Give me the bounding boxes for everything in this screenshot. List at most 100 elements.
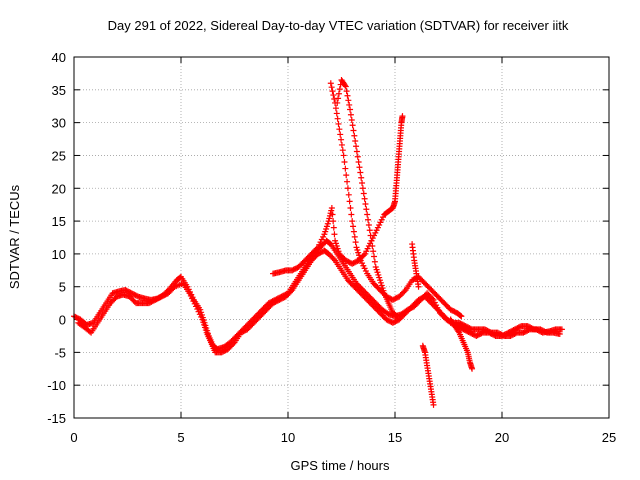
data-point [558, 326, 565, 333]
data-point [189, 295, 196, 302]
y-tick-label: -5 [54, 345, 66, 360]
data-point [343, 172, 350, 179]
data-point [362, 267, 369, 274]
data-point [326, 215, 333, 222]
x-tick-label: 10 [281, 430, 295, 445]
data-point [339, 147, 346, 154]
data-point [353, 143, 360, 150]
data-point [371, 253, 378, 260]
data-point [194, 306, 201, 313]
data-point [377, 277, 384, 284]
data-point [332, 237, 339, 244]
axis-ticks: 0 5 10 15 20 25 -15 -10 -5 0 5 10 15 20 25 30 35 40 [47, 50, 616, 445]
data-point [356, 164, 363, 171]
data-point [362, 201, 369, 208]
data-point [328, 84, 335, 91]
data-point [335, 248, 342, 255]
y-tick-label: 25 [52, 148, 66, 163]
data-point [360, 262, 367, 269]
data-point [356, 254, 363, 261]
data-point [361, 265, 368, 272]
data-point [190, 298, 197, 305]
data-point [199, 316, 206, 323]
data-point [380, 214, 387, 221]
data-point [362, 250, 369, 257]
data-point [324, 220, 331, 227]
data-point [323, 225, 330, 232]
data-point [343, 88, 350, 95]
data-points [71, 76, 565, 408]
data-point [317, 239, 324, 246]
series-dip [419, 342, 437, 408]
data-point [337, 131, 344, 138]
data-point [354, 246, 361, 253]
data-point [347, 204, 354, 211]
data-point [352, 239, 359, 246]
data-point [368, 237, 375, 244]
data-point [330, 224, 337, 231]
data-point [191, 300, 198, 307]
data-point [329, 88, 336, 95]
data-point [316, 241, 323, 248]
series-offset-trace [75, 247, 563, 356]
data-point [329, 211, 336, 218]
data-point [342, 83, 349, 90]
data-point [342, 165, 349, 172]
x-tick-label: 25 [602, 430, 616, 445]
data-point [287, 288, 294, 295]
data-point [378, 282, 385, 289]
data-point [369, 243, 376, 250]
data-point [377, 219, 384, 226]
data-point [201, 321, 208, 328]
data-point [347, 111, 354, 118]
x-tick-label: 15 [388, 430, 402, 445]
y-tick-label: 5 [59, 280, 66, 295]
data-point [321, 231, 328, 238]
data-point [360, 190, 367, 197]
data-point [376, 222, 383, 229]
data-point [364, 211, 371, 218]
y-tick-label: 40 [52, 50, 66, 65]
data-point [334, 99, 341, 106]
data-point [359, 185, 366, 192]
data-point [198, 313, 205, 320]
data-point [346, 101, 353, 108]
x-tick-label: 20 [495, 430, 509, 445]
grid-lines [74, 57, 609, 418]
data-point [340, 152, 347, 159]
data-point [349, 122, 356, 129]
data-point [341, 159, 348, 166]
data-point [394, 313, 401, 320]
data-point [332, 240, 339, 247]
data-point [374, 224, 381, 231]
data-point [344, 185, 351, 192]
data-point [354, 153, 361, 160]
data-point [327, 80, 334, 87]
data-point [393, 312, 400, 319]
data-point [365, 216, 372, 223]
data-point [338, 141, 345, 148]
data-point [344, 92, 351, 99]
data-point [330, 92, 337, 99]
data-point [348, 117, 355, 124]
data-point [201, 324, 208, 331]
data-point [358, 174, 365, 181]
data-point [361, 195, 368, 202]
data-point [366, 227, 373, 234]
data-point [469, 365, 476, 372]
data-point [195, 308, 202, 315]
data-point [335, 95, 342, 102]
data-point [349, 218, 356, 225]
data-point [353, 244, 360, 251]
data-point [429, 295, 436, 302]
data-point [331, 96, 338, 103]
data-point [350, 127, 357, 134]
data-point [336, 86, 343, 93]
data-point [371, 258, 378, 265]
data-point [375, 271, 382, 278]
data-point [363, 206, 370, 213]
x-axis-label: GPS time / hours [291, 458, 390, 473]
data-point [196, 311, 203, 318]
series-spike-A [327, 80, 465, 320]
data-point [200, 319, 207, 326]
